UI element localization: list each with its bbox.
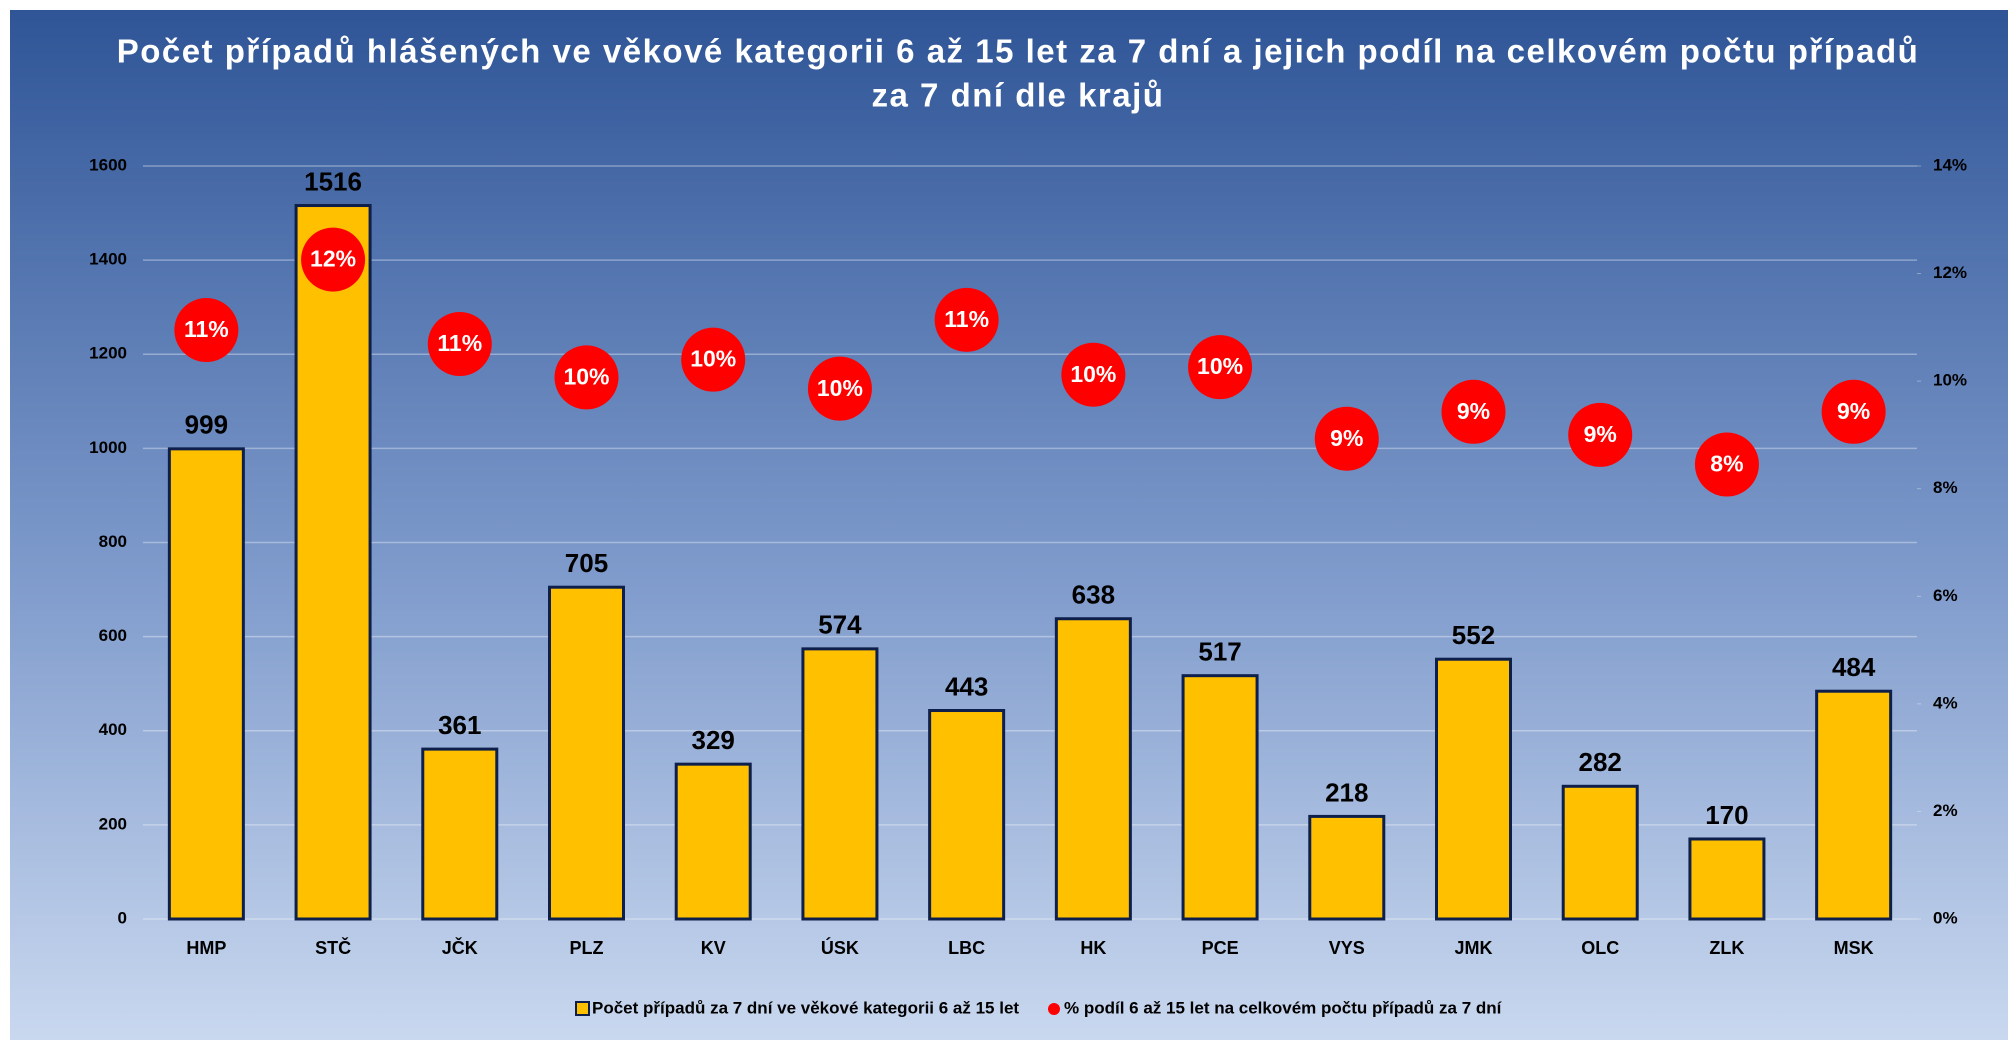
x-tick-label: LBC bbox=[948, 938, 985, 958]
x-tick-label: MSK bbox=[1834, 938, 1874, 958]
bar bbox=[1688, 837, 1766, 921]
percent-marker bbox=[1694, 432, 1759, 497]
percent-marker bbox=[807, 356, 872, 421]
chart-title: za 7 dní dle krajů bbox=[872, 77, 1165, 114]
percent-label: 8% bbox=[1710, 451, 1743, 477]
percent-marker bbox=[1568, 402, 1633, 467]
x-tick-label: HMP bbox=[186, 938, 226, 958]
bar-value-label: 443 bbox=[945, 671, 988, 701]
bar-value-label: 329 bbox=[692, 725, 735, 755]
y2-tick-label: 8% bbox=[1933, 478, 1958, 497]
x-tick-label: ÚSK bbox=[821, 937, 859, 958]
bar bbox=[801, 647, 879, 921]
percent-label: 9% bbox=[1330, 425, 1363, 451]
percent-marker bbox=[1061, 342, 1126, 407]
x-tick-label: STČ bbox=[315, 937, 351, 958]
x-tick-label: JČK bbox=[442, 937, 478, 958]
y-tick-label: 800 bbox=[99, 532, 127, 551]
percent-label: 11% bbox=[437, 330, 482, 356]
x-tick-label: ZLK bbox=[1709, 938, 1744, 958]
chart-title: Počet případů hlášených ve věkové katego… bbox=[117, 33, 1920, 70]
bar bbox=[928, 709, 1006, 921]
y-tick-label: 400 bbox=[99, 720, 127, 739]
bar-value-label: 552 bbox=[1452, 620, 1495, 650]
y-tick-label: 1000 bbox=[89, 438, 127, 457]
percent-marker bbox=[934, 287, 999, 352]
percent-label: 11% bbox=[944, 306, 989, 332]
percent-marker bbox=[427, 312, 492, 377]
bar bbox=[1435, 657, 1512, 921]
percent-marker bbox=[1188, 335, 1253, 400]
x-tick-label: OLC bbox=[1581, 938, 1619, 958]
bar bbox=[421, 747, 499, 921]
percent-label: 10% bbox=[563, 363, 609, 389]
y-tick-label: 0 bbox=[118, 908, 127, 927]
y2-tick-label: 0% bbox=[1933, 908, 1958, 927]
bar-value-label: 361 bbox=[438, 710, 481, 740]
legend-swatch bbox=[575, 1001, 590, 1016]
percent-label: 9% bbox=[1457, 398, 1490, 424]
legend-label: % podíl 6 až 15 let na celkovém počtu př… bbox=[1064, 998, 1503, 1017]
percent-label: 9% bbox=[1584, 421, 1617, 447]
bar bbox=[1054, 617, 1132, 921]
percent-marker bbox=[554, 345, 619, 410]
bar-value-label: 484 bbox=[1832, 652, 1876, 682]
percent-label: 12% bbox=[310, 246, 356, 272]
legend-swatch bbox=[1048, 1003, 1060, 1015]
y-tick-label: 200 bbox=[99, 814, 127, 833]
y-tick-label: 600 bbox=[99, 626, 127, 645]
x-tick-label: PCE bbox=[1202, 938, 1239, 958]
y2-tick-label: 14% bbox=[1933, 155, 1967, 174]
bar-value-label: 218 bbox=[1325, 777, 1368, 807]
bar-value-label: 282 bbox=[1579, 747, 1622, 777]
percent-label: 10% bbox=[1197, 353, 1243, 379]
y2-tick-label: 12% bbox=[1933, 263, 1967, 282]
bar-value-label: 574 bbox=[818, 610, 862, 640]
percent-label: 10% bbox=[1070, 361, 1116, 387]
x-tick-label: KV bbox=[701, 938, 726, 958]
bar bbox=[1561, 784, 1639, 921]
bar-value-label: 638 bbox=[1072, 580, 1115, 610]
percent-marker bbox=[301, 227, 366, 292]
x-tick-label: PLZ bbox=[570, 938, 604, 958]
y-tick-label: 1600 bbox=[89, 155, 127, 174]
bar bbox=[1308, 814, 1386, 921]
y2-tick-label: 4% bbox=[1933, 693, 1958, 712]
bar bbox=[1181, 674, 1259, 921]
percent-marker bbox=[1821, 379, 1886, 444]
x-tick-label: HK bbox=[1080, 938, 1106, 958]
bar bbox=[548, 585, 625, 921]
percent-label: 10% bbox=[690, 346, 736, 372]
bar-value-label: 1516 bbox=[304, 166, 362, 196]
bar bbox=[1815, 689, 1893, 921]
bar-value-label: 999 bbox=[185, 410, 228, 440]
y2-tick-label: 10% bbox=[1933, 371, 1967, 390]
bar bbox=[167, 447, 245, 921]
x-tick-label: JMK bbox=[1454, 938, 1492, 958]
y2-tick-label: 6% bbox=[1933, 586, 1958, 605]
bar-value-label: 705 bbox=[565, 548, 608, 578]
y-tick-label: 1400 bbox=[89, 250, 127, 269]
percent-label: 9% bbox=[1837, 398, 1870, 424]
bar-value-label: 517 bbox=[1198, 637, 1241, 667]
legend-label: Počet případů za 7 dní ve věkové kategor… bbox=[592, 998, 1019, 1017]
percent-label: 10% bbox=[817, 375, 863, 401]
percent-label: 11% bbox=[184, 316, 229, 342]
percent-marker bbox=[1441, 379, 1506, 444]
bar bbox=[294, 204, 372, 921]
y2-tick-label: 2% bbox=[1933, 801, 1958, 820]
percent-marker bbox=[681, 327, 746, 392]
x-tick-label: VYS bbox=[1329, 938, 1365, 958]
percent-marker bbox=[174, 298, 239, 363]
bar bbox=[674, 762, 752, 921]
bar-value-label: 170 bbox=[1705, 800, 1748, 830]
y-tick-label: 1200 bbox=[89, 344, 127, 363]
percent-marker bbox=[1314, 406, 1379, 471]
